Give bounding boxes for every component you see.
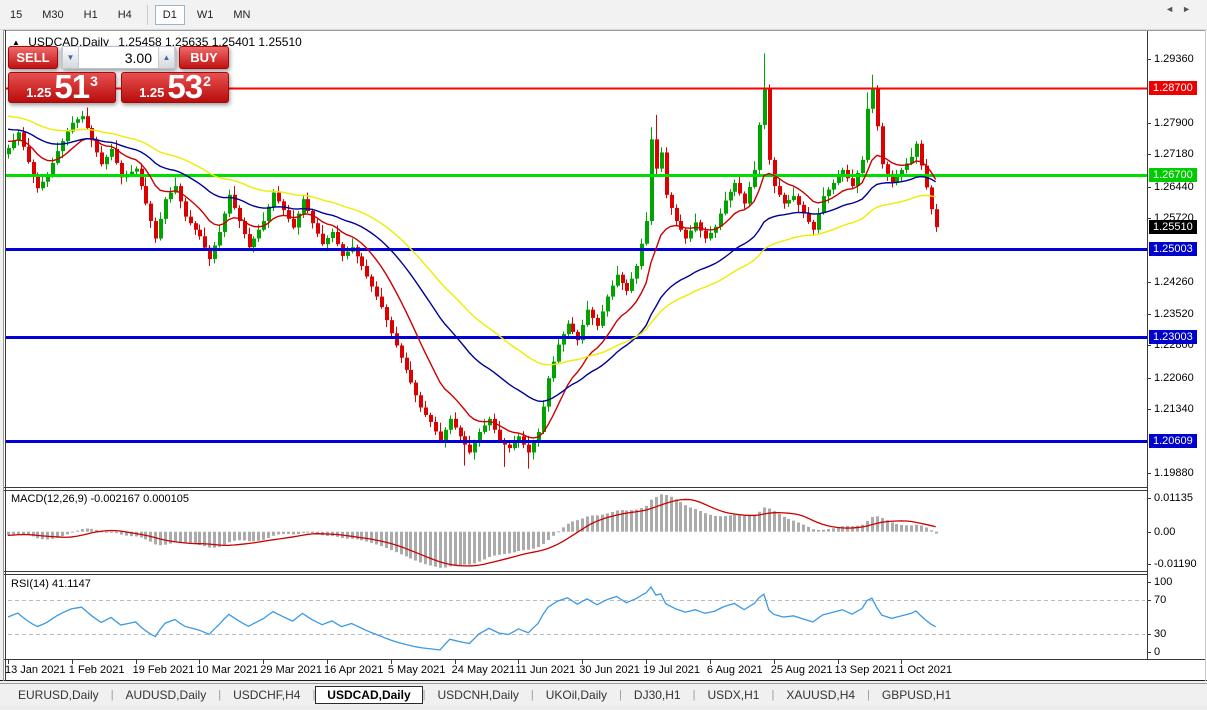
tab-separator: | [530,688,534,701]
macd-axis-label: 0.01135 [1154,492,1193,504]
buy-price-point: 2 [203,73,211,89]
tab-usdcnh-daily[interactable]: USDCNH,Daily [437,687,519,702]
date-axis-label: 19 Jul 2021 [643,664,700,676]
price-axis-label: 1.23520 [1154,308,1194,320]
tab-separator: | [422,688,426,701]
sell-price-point: 3 [90,73,98,89]
tab-ukoil-daily[interactable]: UKOil,Daily [545,687,608,702]
price-axis-label: 1.27180 [1154,148,1194,160]
buy-price-prefix: 1.25 [139,84,165,100]
rsi-axis-label: 30 [1154,628,1167,640]
date-axis-label: 6 Aug 2021 [706,664,763,676]
toolbar-separator [146,4,148,25]
price-axis-label: 1.26440 [1154,181,1194,193]
price-axis-label: 1.29360 [1154,53,1194,65]
buy-button[interactable]: BUY [179,46,229,69]
price-axis-label: 1.22060 [1154,372,1194,384]
date-axis-label: 29 Mar 2021 [260,664,322,676]
price-axis-label: 1.24260 [1154,276,1194,288]
timeframe-toolbar: 15 M30 H1 H4 D1 W1 MN [0,0,1207,30]
tab-separator: | [218,688,222,701]
tab-separator: | [110,688,114,701]
date-axis-label: 13 Sep 2021 [834,664,897,676]
price-axis-flag: 1.25003 [1149,242,1197,256]
volume-stepper: ▼ ▲ [61,46,176,69]
chart-ohlc-values: 1.25458 1.25635 1.25401 1.25510 [118,35,302,49]
price-axis-flag: 1.23003 [1149,330,1197,344]
tab-separator: | [771,688,775,701]
tab-separator: | [619,688,622,701]
tab-usdchf-h4[interactable]: USDCHF,H4 [233,687,301,702]
tab-gbpusd-h1[interactable]: GBPUSD,H1 [881,687,952,702]
date-axis-label: 24 May 2021 [451,664,516,676]
date-axis-label: 16 Apr 2021 [324,664,384,676]
volume-increase-icon[interactable]: ▲ [158,47,175,68]
tab-next-icon[interactable]: ► [1182,4,1199,14]
sell-price-pips: 51 [54,67,90,105]
one-click-trade-panel: SELL ▼ ▲ BUY 1.25 51 3 1.25 53 2 [8,46,229,103]
tab-dj30-h1[interactable]: DJ30,H1 [633,687,681,702]
chart-symbol: USDCAD,Daily [28,35,109,49]
rsi-indicator-label: RSI(14) 41.1147 [11,578,91,590]
timeframe-button-w1[interactable]: W1 [189,5,222,25]
buy-quote[interactable]: 1.25 53 2 [121,67,229,105]
chart-title: ▲ USDCAD,Daily 1.25458 1.25635 1.25401 1… [12,35,302,49]
date-axis-label: 11 Jun 2021 [515,664,576,676]
tab-scroll-arrows[interactable]: ◄► [1165,4,1199,14]
volume-decrease-icon[interactable]: ▼ [62,47,79,68]
timeframe-button-h1[interactable]: H1 [76,5,106,25]
timeframe-button-m30[interactable]: M30 [34,5,71,25]
volume-input[interactable] [79,47,158,68]
date-axis-label: 5 May 2021 [387,664,446,676]
chart-tab-bar: EURUSD,Daily | AUDUSD,Daily | USDCHF,H4 | USDC… [0,683,1207,705]
date-axis-label: 30 Jun 2021 [579,664,640,676]
timeframe-button-mn[interactable]: MN [225,5,258,25]
tab-prev-icon[interactable]: ◄ [1165,4,1183,14]
date-axis-label: 13 Jan 2021 [5,664,66,676]
price-axis-flag: 1.26700 [1149,168,1197,182]
date-axis-label: 1 Feb 2021 [68,664,125,676]
collapse-panel-icon[interactable]: ▲ [12,38,20,47]
date-axis-label: 10 Mar 2021 [196,664,259,676]
sell-quote[interactable]: 1.25 51 3 [8,67,116,105]
buy-price-pips: 53 [167,67,203,105]
tab-separator: | [867,688,870,701]
rsi-axis-label: 0 [1154,646,1161,658]
price-axis-flag: 1.20609 [1149,434,1197,448]
rsi-axis-label: 100 [1154,576,1173,588]
timeframe-button-d1[interactable]: D1 [154,4,185,25]
timeframe-button-15[interactable]: 15 [2,5,30,25]
tab-xauusd-h4[interactable]: XAUUSD,H4 [786,687,856,702]
price-axis-label: 1.21340 [1154,403,1194,415]
tab-eurusd-daily[interactable]: EURUSD,Daily [18,687,99,702]
date-axis-label: 1 Oct 2021 [898,664,953,676]
date-axis-label: 19 Feb 2021 [132,664,195,676]
macd-indicator-label: MACD(12,26,9) -0.002167 0.000105 [11,493,189,505]
tab-usdx-h1[interactable]: USDX,H1 [707,687,760,702]
price-axis-label: 1.19880 [1154,467,1194,479]
price-axis-flag: 1.25510 [1149,220,1197,234]
sell-price-prefix: 1.25 [26,84,52,100]
macd-axis-label: 0.00 [1154,526,1176,538]
macd-axis-label: -0.01190 [1154,558,1197,570]
tab-audusd-daily[interactable]: AUDUSD,Daily [125,687,207,702]
tab-separator: | [692,688,696,701]
rsi-axis-label: 70 [1154,594,1167,606]
sell-button[interactable]: SELL [8,46,58,69]
date-axis-label: 25 Aug 2021 [770,664,833,676]
price-axis-label: 1.27900 [1154,117,1194,129]
timeframe-button-h4[interactable]: H4 [110,5,140,25]
tab-separator: | [312,688,316,701]
price-axis-flag: 1.28700 [1149,81,1197,95]
tab-usdcad-daily[interactable]: USDCAD,Daily [315,685,423,704]
